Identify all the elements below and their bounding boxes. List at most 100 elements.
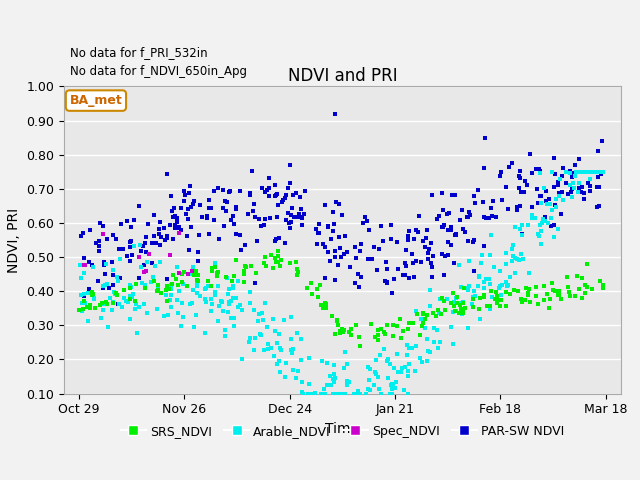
Point (143, 221, 154, 228)
Point (296, 356, 306, 364)
Point (467, 300, 477, 308)
Point (410, 227, 420, 234)
Point (570, 161, 580, 169)
Point (163, 282, 173, 289)
Point (403, 372, 413, 380)
Point (164, 296, 175, 304)
Point (173, 269, 184, 277)
Point (486, 204, 496, 212)
Point (527, 169, 537, 177)
Point (481, 276, 492, 283)
Point (510, 269, 520, 277)
Point (373, 331, 383, 338)
Point (230, 230, 241, 238)
Point (464, 209, 474, 216)
Point (89, 296, 99, 303)
Point (564, 292, 575, 300)
Point (261, 263, 271, 270)
Point (255, 331, 266, 338)
Point (98, 230, 108, 238)
Point (222, 274, 232, 282)
Point (180, 210, 191, 218)
Point (484, 275, 494, 283)
Point (220, 326, 230, 334)
Point (440, 252, 450, 260)
Point (214, 235, 224, 242)
Point (595, 168, 605, 176)
Point (363, 363, 373, 371)
Point (335, 244, 345, 252)
Point (550, 170, 561, 178)
Point (219, 222, 229, 230)
Point (451, 231, 461, 239)
Point (149, 212, 159, 219)
Point (143, 251, 154, 258)
Point (134, 203, 144, 210)
Point (228, 220, 239, 228)
Point (490, 295, 500, 303)
Point (270, 181, 280, 189)
Point (527, 203, 537, 211)
Point (109, 288, 119, 296)
Point (546, 223, 556, 230)
Point (468, 293, 479, 301)
Point (485, 252, 495, 259)
Point (264, 174, 274, 182)
Point (397, 364, 407, 372)
Point (399, 386, 409, 394)
Point (278, 196, 289, 204)
Point (185, 300, 195, 308)
Point (87, 291, 97, 299)
Point (547, 279, 557, 287)
Point (141, 267, 151, 275)
Point (588, 168, 598, 176)
Point (515, 174, 525, 181)
Point (469, 267, 479, 275)
Point (546, 215, 556, 222)
Point (186, 203, 196, 211)
Point (404, 275, 414, 282)
Point (403, 232, 413, 240)
Point (286, 336, 296, 343)
Point (362, 390, 372, 397)
Point (88, 291, 99, 299)
Point (351, 254, 362, 262)
Point (383, 374, 393, 382)
Point (162, 297, 172, 305)
Point (138, 242, 148, 250)
Point (438, 223, 448, 231)
Point (125, 257, 135, 264)
Point (189, 197, 200, 205)
Point (415, 331, 425, 338)
Point (417, 319, 428, 326)
Point (474, 273, 484, 281)
Point (271, 192, 282, 199)
Point (244, 189, 255, 197)
Point (574, 179, 584, 186)
Point (132, 329, 142, 336)
Point (463, 324, 474, 332)
Point (480, 134, 490, 142)
Point (474, 305, 484, 313)
Point (492, 292, 502, 300)
Point (433, 344, 443, 352)
Point (595, 168, 605, 176)
Point (223, 188, 234, 195)
Point (84, 301, 95, 309)
Point (516, 295, 526, 303)
Point (256, 222, 266, 229)
Point (484, 280, 495, 288)
Point (484, 214, 494, 222)
Point (330, 276, 340, 284)
Point (275, 344, 285, 351)
Point (275, 262, 285, 270)
Point (470, 292, 480, 300)
Point (575, 168, 585, 176)
Point (134, 303, 145, 311)
Point (436, 251, 447, 258)
Point (167, 208, 177, 216)
Point (577, 183, 587, 191)
Point (292, 329, 302, 337)
Point (127, 290, 138, 298)
Point (531, 292, 541, 300)
